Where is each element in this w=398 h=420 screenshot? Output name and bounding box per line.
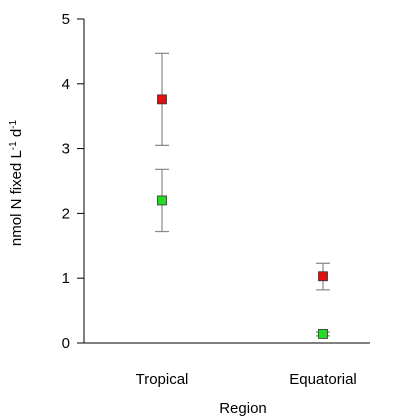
x-axis: Tropical Equatorial	[84, 342, 370, 388]
y-tick-label: 1	[62, 270, 70, 287]
data-point	[318, 329, 328, 339]
x-tick-label: Tropical	[136, 371, 189, 388]
x-axis-title: Region	[219, 400, 267, 417]
data-point	[157, 94, 167, 105]
y-axis-title: nmol N fixed L-1 d-1	[8, 119, 26, 246]
y-tick-label: 5	[62, 11, 70, 28]
y-tick-label: 0	[62, 335, 70, 352]
data-point	[318, 271, 328, 282]
y-axis: 0 1 2 3 4 5	[62, 11, 85, 352]
y-tick-label: 4	[62, 76, 70, 93]
y-tick-label: 2	[62, 205, 70, 222]
data-point	[157, 195, 167, 206]
chart-marks	[155, 52, 330, 339]
x-tick-label: Equatorial	[289, 371, 357, 388]
y-tick-label: 3	[62, 141, 70, 158]
